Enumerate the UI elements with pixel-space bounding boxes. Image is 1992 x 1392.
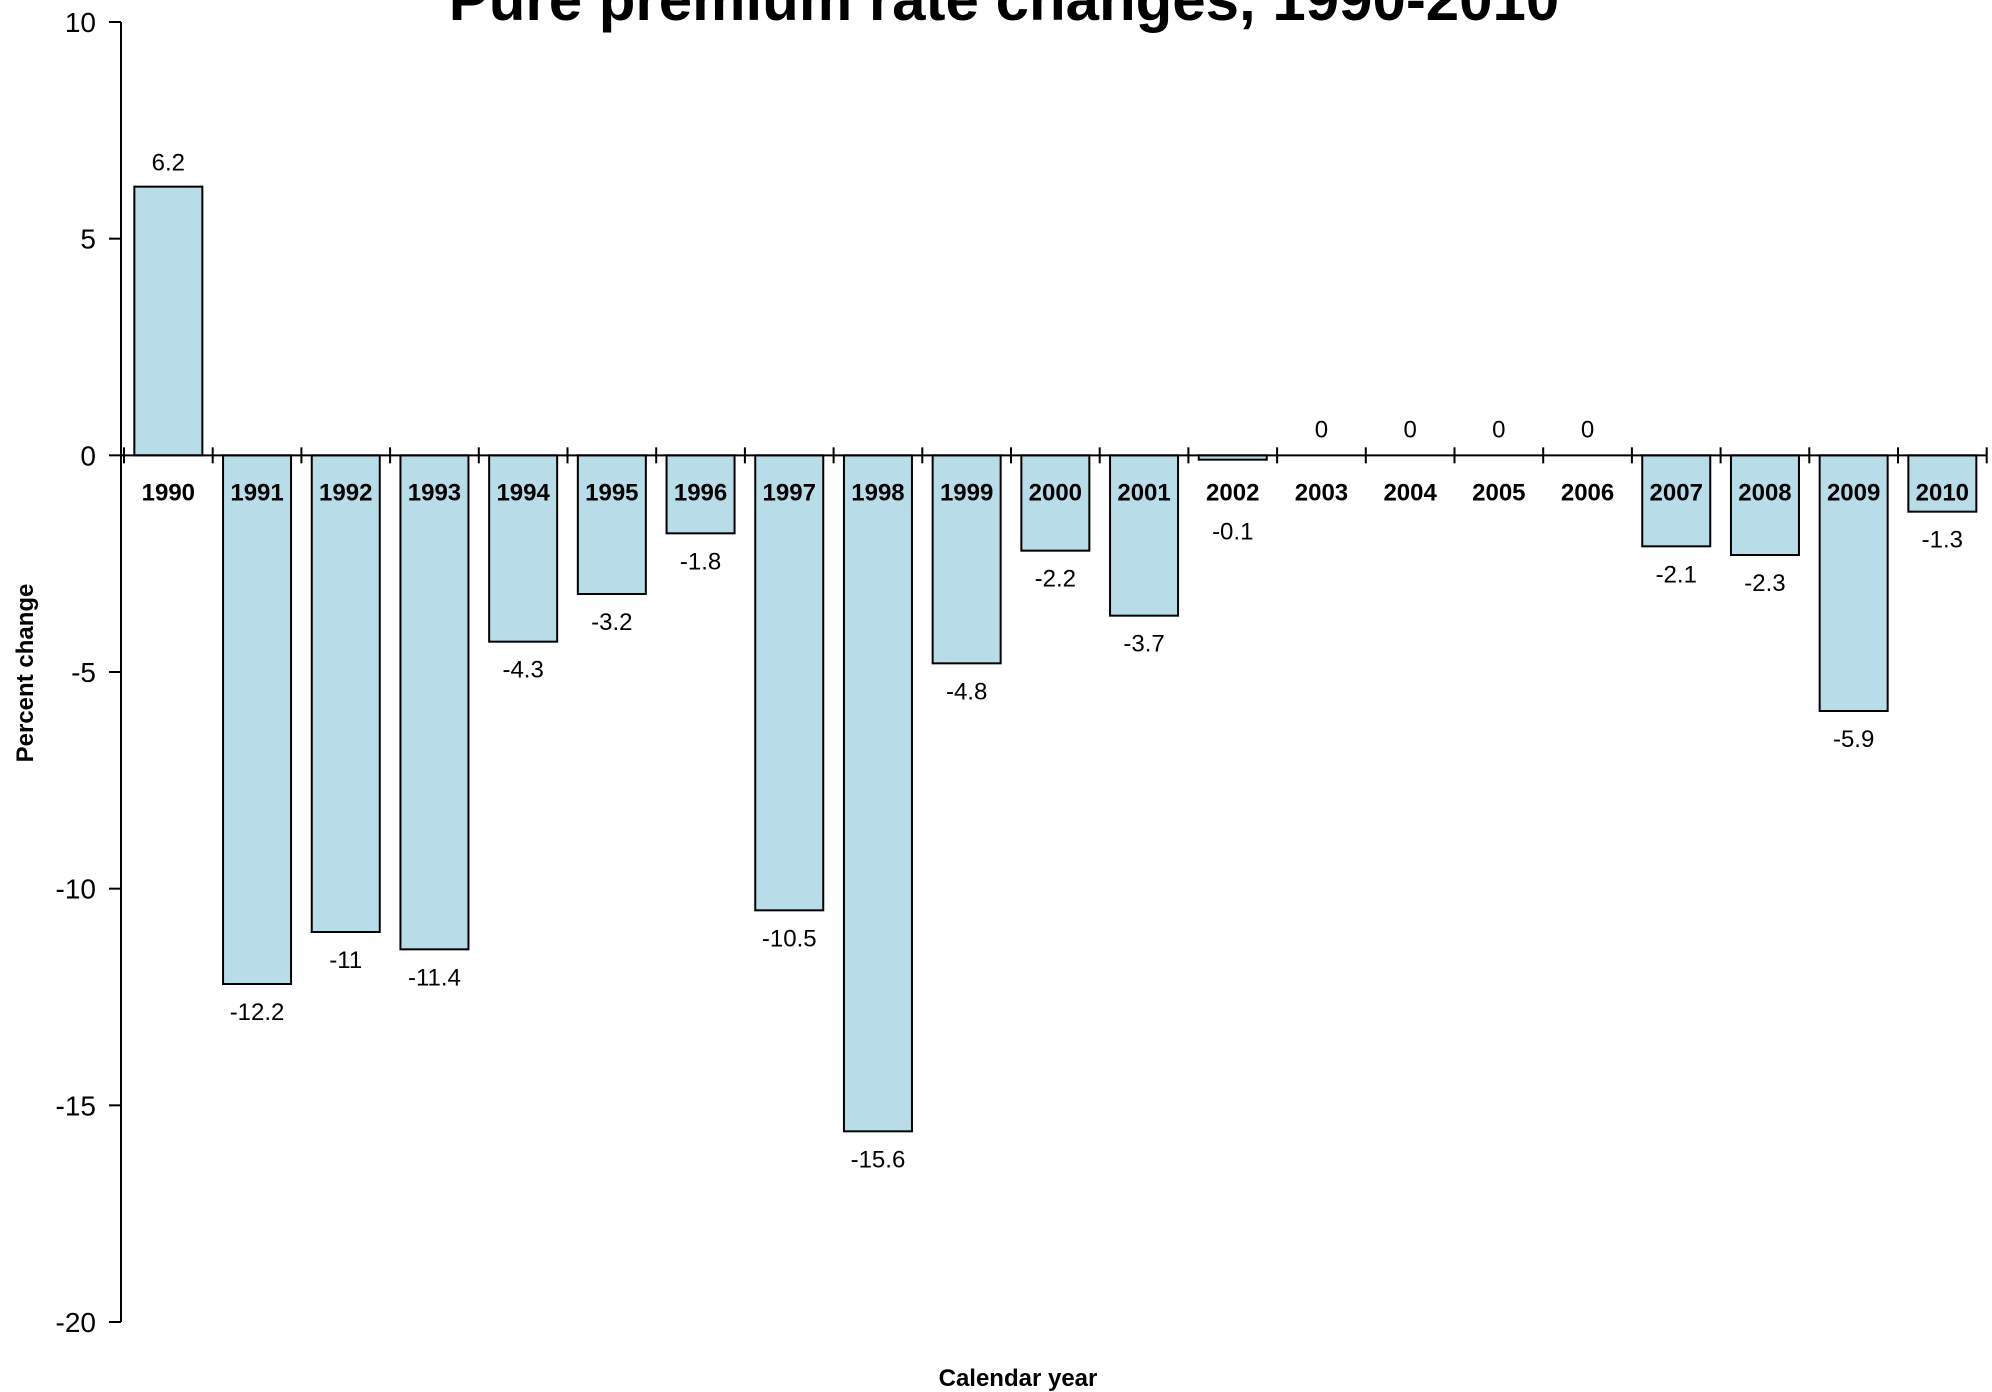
chart-title: Pure premium rate changes, 1990-2010 — [449, 0, 1560, 33]
data-label: -4.3 — [502, 657, 543, 684]
bar — [133, 185, 204, 457]
x-tick-label: 1997 — [763, 479, 816, 506]
x-tick-label: 1998 — [851, 479, 904, 506]
y-tick-label: -5 — [71, 657, 96, 688]
bar — [665, 454, 736, 535]
x-tick-label: 1999 — [940, 479, 993, 506]
x-tick-label: 2000 — [1029, 479, 1082, 506]
plot-area: 10 5 0 -5 -10 -15 -20 1990 1991 1992 1993 1994 1995 1… — [56, 7, 1988, 1338]
data-label: -5.9 — [1833, 726, 1874, 753]
bar — [931, 454, 1002, 665]
data-label: -2.1 — [1656, 561, 1697, 588]
x-tick-label: 1991 — [230, 479, 283, 506]
y-axis-title: Percent change — [12, 584, 39, 763]
x-tick-label: 2007 — [1650, 479, 1703, 506]
data-label: -10.5 — [762, 925, 817, 952]
x-tick-label: 2003 — [1295, 479, 1348, 506]
data-label: -3.7 — [1123, 631, 1164, 658]
y-tick-label: 10 — [65, 7, 96, 38]
x-tick-label: 1993 — [408, 479, 461, 506]
data-label: 0 — [1492, 416, 1505, 443]
data-label: -15.6 — [851, 1146, 906, 1173]
y-tick-label: -20 — [56, 1307, 96, 1338]
data-label: 6.2 — [152, 150, 185, 177]
x-tick-label: 2006 — [1561, 479, 1614, 506]
data-label: -4.8 — [946, 678, 987, 705]
bar — [399, 454, 470, 951]
x-tick-label: 1995 — [585, 479, 638, 506]
data-label: -11 — [329, 947, 362, 974]
x-tick-label: 2008 — [1738, 479, 1791, 506]
y-tick-label: 5 — [80, 224, 96, 255]
x-tick-label: 1996 — [674, 479, 727, 506]
bar — [754, 454, 825, 912]
y-tick-label: -10 — [56, 874, 96, 905]
bar — [842, 454, 913, 1133]
x-tick-label: 2001 — [1117, 479, 1170, 506]
bar — [222, 454, 293, 986]
data-label: 0 — [1581, 416, 1594, 443]
x-tick-label: 2005 — [1472, 479, 1525, 506]
bar — [1641, 454, 1712, 548]
data-label: -12.2 — [230, 999, 285, 1026]
x-tick-label: 1992 — [319, 479, 372, 506]
bar — [1818, 454, 1889, 713]
data-label: -1.3 — [1922, 527, 1963, 554]
data-label: -3.2 — [591, 609, 632, 636]
x-tick-label: 2009 — [1827, 479, 1880, 506]
data-label: -2.3 — [1744, 570, 1785, 597]
data-label: -2.2 — [1035, 566, 1076, 593]
x-tick-label: 2010 — [1916, 479, 1969, 506]
data-label: -11.4 — [408, 964, 461, 991]
x-tick-label: 2002 — [1206, 479, 1259, 506]
bar — [1907, 454, 1978, 513]
bar — [488, 454, 559, 643]
data-label: -1.8 — [680, 548, 721, 575]
bar — [1729, 454, 1800, 557]
data-label: -0.1 — [1212, 518, 1253, 545]
bar — [576, 454, 647, 596]
x-axis-title: Calendar year — [939, 1365, 1098, 1392]
x-tick-label: 1990 — [142, 479, 195, 506]
data-label: 0 — [1403, 416, 1416, 443]
y-tick-label: 0 — [80, 440, 96, 471]
bar — [310, 454, 381, 933]
x-tick-label: 1994 — [496, 479, 550, 506]
data-label: 0 — [1315, 416, 1328, 443]
bar — [1109, 454, 1180, 617]
y-tick-label: -15 — [56, 1090, 96, 1121]
x-tick-label: 2004 — [1383, 479, 1437, 506]
